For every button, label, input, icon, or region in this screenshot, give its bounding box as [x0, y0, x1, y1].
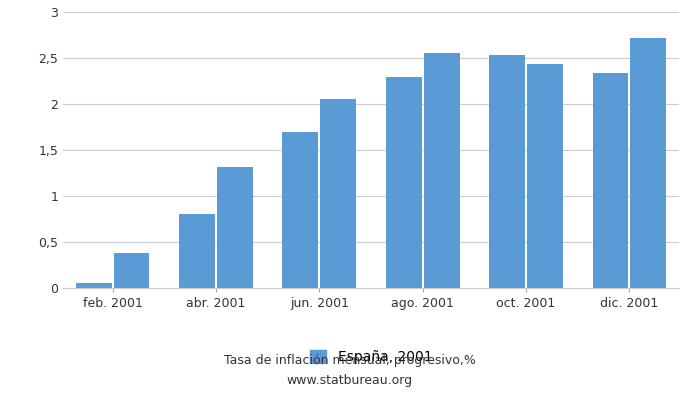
- Bar: [527, 64, 563, 288]
- Text: www.statbureau.org: www.statbureau.org: [287, 374, 413, 387]
- Bar: [321, 99, 356, 288]
- Bar: [631, 38, 666, 288]
- Bar: [179, 214, 215, 288]
- Bar: [217, 166, 253, 288]
- Bar: [592, 73, 629, 288]
- Bar: [76, 283, 111, 288]
- Text: Tasa de inflación mensual, progresivo,%: Tasa de inflación mensual, progresivo,%: [224, 354, 476, 367]
- Bar: [424, 53, 460, 288]
- Bar: [489, 55, 525, 288]
- Legend: España, 2001: España, 2001: [304, 345, 438, 370]
- Bar: [113, 253, 150, 288]
- Bar: [282, 132, 318, 288]
- Bar: [386, 77, 421, 288]
